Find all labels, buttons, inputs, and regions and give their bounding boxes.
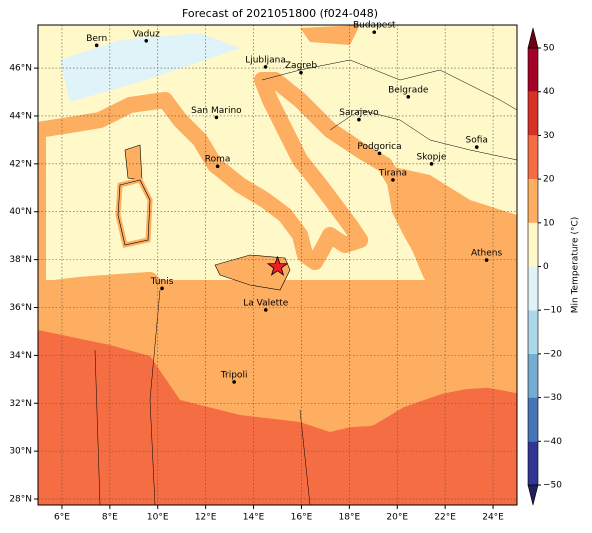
x-tick-label: 16°E	[291, 513, 313, 523]
city-dot	[484, 258, 489, 262]
colorbar-segment	[528, 310, 538, 354]
x-tick-label: 22°E	[434, 513, 456, 523]
colorbar-segment	[528, 397, 538, 442]
city-label: San Marino	[191, 106, 242, 116]
y-tick-label: 46°N	[9, 64, 32, 74]
city-dot	[429, 162, 434, 166]
city-label: Zagreb	[285, 61, 317, 71]
city-dot	[406, 95, 411, 99]
x-tick-label: 10°E	[147, 513, 169, 523]
y-tick-label: 28°N	[9, 495, 32, 505]
city-label: Tripoli	[220, 370, 248, 380]
colorbar-tick-label: −50	[543, 481, 562, 491]
y-tick-label: 32°N	[9, 399, 32, 409]
location-star	[266, 255, 289, 276]
title: Forecast of 2021051800 (f024-048)	[182, 7, 378, 20]
city-label: Bern	[86, 34, 107, 44]
cold-region	[60, 33, 240, 102]
y-tick-label: 44°N	[9, 111, 32, 121]
city-label: Skopje	[417, 152, 447, 162]
corsica	[124, 144, 143, 181]
city-label: Tunis	[150, 277, 174, 287]
colorbar-segment	[528, 353, 538, 398]
colorbar-segment	[528, 179, 538, 223]
colorbar-segment	[528, 222, 538, 267]
city-dot	[357, 117, 361, 122]
colorbar-tick-label: −10	[543, 306, 562, 316]
city-dot	[391, 178, 395, 182]
colorbar-under	[527, 484, 539, 506]
city-dot	[214, 115, 219, 120]
city-label: Vaduz	[133, 29, 160, 39]
colorbar-tick-label: 10	[543, 218, 555, 228]
city-label: Podgorica	[357, 142, 401, 152]
city-dot	[232, 380, 236, 384]
colorbar-segment	[528, 266, 538, 311]
city-label: La Valette	[243, 298, 288, 308]
x-tick-label: 24°E	[482, 513, 504, 523]
y-tick-label: 30°N	[9, 447, 32, 457]
colorbar-tick-label: 30	[543, 131, 555, 141]
x-tick-label: 8°E	[102, 513, 118, 523]
colorbar-tick-label: 40	[543, 87, 555, 97]
city-label: Sarajevo	[339, 108, 379, 118]
colorbar-tick-label: −30	[543, 393, 562, 403]
colorbar-over	[527, 27, 539, 49]
city-label: Belgrade	[388, 85, 429, 95]
city-dot	[299, 70, 303, 75]
colorbar-tick-label: −40	[543, 437, 562, 447]
colorbar-segment	[528, 48, 538, 92]
city-dot	[94, 43, 99, 48]
warm-region	[300, 25, 360, 45]
frame	[37, 24, 518, 506]
y-tick-label: 34°N	[9, 351, 32, 361]
city-label: Athens	[471, 249, 502, 259]
y-tick-label: 36°N	[9, 303, 32, 313]
y-tick-label: 40°N	[9, 207, 32, 217]
city-label: Ljubljana	[245, 55, 286, 65]
city-dot	[474, 145, 479, 149]
colorbar-segment	[528, 91, 538, 136]
city-dot	[377, 151, 382, 156]
colorbar-segment	[528, 441, 538, 485]
city-dot	[263, 308, 268, 312]
city-dot	[215, 164, 220, 169]
city-dot	[144, 39, 149, 43]
x-tick-label: 12°E	[195, 513, 217, 523]
x-tick-label: 20°E	[386, 513, 408, 523]
city-label: Sofia	[466, 136, 488, 146]
colorbar-tick-label: 0	[543, 262, 549, 272]
colorbar-tick-label: −20	[543, 349, 562, 359]
city-dot	[160, 286, 164, 291]
colorbar-segment	[528, 135, 538, 180]
city-label: Tirana	[378, 168, 407, 178]
y-tick-label: 38°N	[9, 255, 32, 265]
x-tick-label: 14°E	[243, 513, 265, 523]
colorbar-tick-label: 50	[543, 44, 555, 54]
colorbar-tick-label: 20	[543, 175, 555, 185]
city-label: Roma	[205, 155, 231, 165]
sardinia-coast	[117, 179, 151, 246]
hot-region	[38, 330, 517, 505]
city-dot	[263, 65, 268, 69]
city-label: Budapest	[353, 21, 396, 31]
x-tick-label: 18°E	[339, 513, 361, 523]
city-dot	[372, 30, 377, 34]
y-tick-label: 42°N	[9, 159, 32, 169]
colorbar-label: Min Temperature (°C)	[571, 217, 581, 314]
x-tick-label: 6°E	[54, 513, 70, 523]
borders	[94, 59, 517, 505]
